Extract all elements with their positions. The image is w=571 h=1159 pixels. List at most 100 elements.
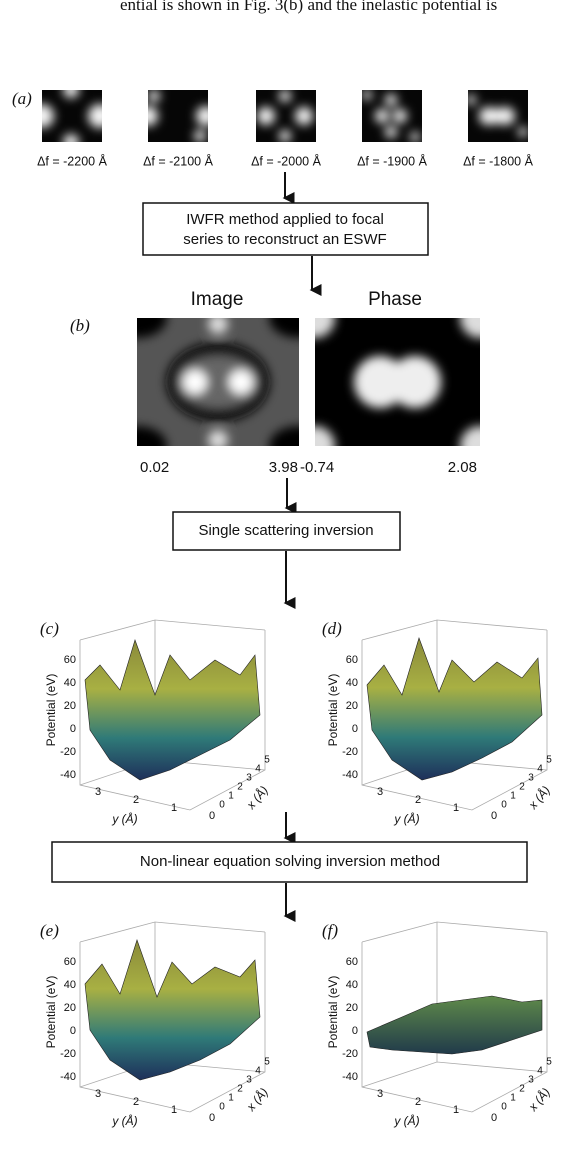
x-tick-label: 3: [528, 1075, 534, 1086]
box-text: Single scattering inversion: [198, 522, 373, 539]
y-axis-label: y (Å): [393, 811, 419, 826]
box-text: IWFR method applied to focal: [186, 211, 384, 228]
x-tick-label: 5: [546, 1057, 552, 1068]
surface: [367, 638, 542, 780]
z-tick-label: 0: [352, 723, 358, 735]
z-tick-label: -20: [342, 746, 358, 758]
z-tick-label: 0: [352, 1025, 358, 1037]
z-tick-label: -40: [342, 769, 358, 781]
focal-image: [256, 90, 316, 142]
x-axis-label: x (Å): [524, 1085, 552, 1115]
x-tick-label: 5: [546, 755, 552, 766]
x-tick-label: 1: [510, 1093, 516, 1104]
y-tick-label: 3: [95, 786, 101, 798]
range-max: 2.08: [448, 459, 477, 476]
focal-label: Δf = -2000 Å: [251, 153, 322, 168]
y-tick-label: 2: [133, 1096, 139, 1108]
x-tick-label: 0: [219, 800, 225, 811]
focal-image: [138, 90, 216, 142]
y-tick-label: 1: [171, 802, 177, 814]
blob: [489, 108, 505, 124]
z-tick-label: 40: [346, 677, 358, 689]
y-tick-label: 2: [133, 794, 139, 806]
z-tick-label: -20: [60, 1048, 76, 1060]
y-tick-label: 0: [209, 810, 215, 822]
focal-label: Δf = -2200 Å: [37, 153, 108, 168]
blob: [148, 90, 160, 102]
x-tick-label: 1: [510, 791, 516, 802]
y-tick-label: 2: [415, 1096, 421, 1108]
z-tick-label: 20: [346, 1002, 358, 1014]
image-title: Image: [191, 289, 244, 310]
x-tick-label: 2: [519, 1084, 525, 1095]
focal-image: [362, 90, 422, 142]
x-axis-label: x (Å): [242, 1085, 270, 1115]
range-min: 0.02: [140, 459, 169, 476]
phase-image: [295, 298, 500, 466]
focal-label: Δf = -1900 Å: [357, 153, 428, 168]
focal-label: Δf = -2100 Å: [143, 153, 214, 168]
range-min: -0.74: [300, 459, 334, 476]
z-tick-label: 60: [346, 956, 358, 968]
z-axis-label: Potential (eV): [44, 674, 58, 747]
blob: [295, 107, 313, 125]
x-tick-label: 0: [501, 800, 507, 811]
blob: [518, 127, 528, 137]
x-tick-label: 4: [537, 764, 543, 775]
surface: [85, 640, 260, 780]
y-tick-label: 0: [491, 810, 497, 822]
x-tick-label: 1: [228, 791, 234, 802]
y-tick-label: 1: [453, 1104, 459, 1116]
panel-label: (a): [12, 89, 32, 108]
x-axis-label: x (Å): [524, 783, 552, 813]
blob: [138, 106, 158, 126]
y-tick-label: 3: [95, 1088, 101, 1100]
range-max: 3.98: [269, 459, 298, 476]
z-axis-label: Potential (eV): [326, 674, 340, 747]
y-tick-label: 0: [209, 1112, 215, 1124]
x-tick-label: 3: [246, 1075, 252, 1086]
focal-image: [30, 82, 112, 150]
surface: [85, 940, 260, 1080]
panel-label: (e): [40, 921, 59, 940]
amplitude-image: [107, 298, 329, 466]
blob: [410, 132, 420, 142]
y-tick-label: 1: [453, 802, 459, 814]
z-tick-label: 0: [70, 723, 76, 735]
blob: [362, 90, 372, 100]
z-tick-label: 20: [346, 700, 358, 712]
x-axis-label: x (Å): [242, 783, 270, 813]
blob: [279, 130, 291, 142]
x-tick-label: 4: [255, 1066, 261, 1077]
z-tick-label: 20: [64, 1002, 76, 1014]
image-frame: [107, 298, 329, 466]
blob: [257, 107, 275, 125]
x-tick-label: 5: [264, 755, 270, 766]
y-axis-label: y (Å): [111, 811, 137, 826]
phase-title: Phase: [368, 289, 422, 310]
blob: [88, 104, 112, 128]
y-tick-label: 1: [171, 1104, 177, 1116]
z-tick-label: 20: [64, 700, 76, 712]
figure: ential is shown in Fig. 3(b) and the ine…: [0, 0, 571, 1159]
x-tick-label: 0: [219, 1102, 225, 1113]
z-tick-label: 0: [70, 1025, 76, 1037]
z-tick-label: 60: [64, 956, 76, 968]
z-tick-label: -40: [60, 769, 76, 781]
surface: [367, 996, 542, 1054]
y-tick-label: 3: [377, 786, 383, 798]
focal-series: Δf = -2200 Å Δf = -2100 Å Δf = -2000 Å Δf =…: [30, 82, 534, 168]
blob: [466, 95, 476, 105]
z-tick-label: 40: [346, 979, 358, 991]
blob: [279, 90, 291, 102]
z-tick-label: 40: [64, 979, 76, 991]
x-tick-label: 5: [264, 1057, 270, 1068]
z-tick-label: 40: [64, 677, 76, 689]
z-tick-label: -40: [342, 1071, 358, 1083]
x-tick-label: 3: [528, 773, 534, 784]
box-text: Non-linear equation solving inversion me…: [140, 853, 440, 870]
focal-image: [466, 90, 528, 142]
y-tick-label: 0: [491, 1112, 497, 1124]
blob: [375, 109, 389, 123]
